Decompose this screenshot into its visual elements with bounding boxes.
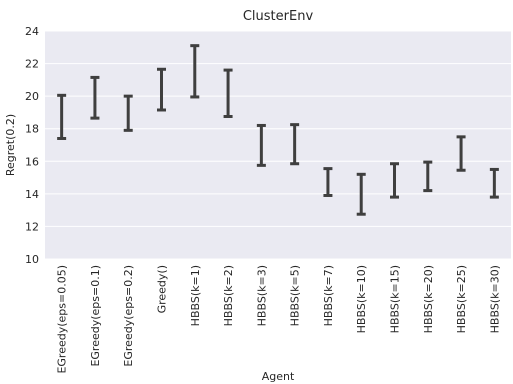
y-tick-label: 20 [25,90,39,103]
y-tick-label: 22 [25,58,39,71]
error-bars [57,44,499,216]
error-bar [157,67,166,112]
x-tick-label: HBBS(k=7) [322,265,335,326]
error-bar [190,44,200,99]
plot-area [45,31,511,259]
grid-lines [45,30,511,260]
error-bar [390,162,399,199]
x-tick-label: HBBS(k=1) [189,265,202,326]
x-tick-label: HBBS(k=15) [389,265,402,333]
y-tick-label: 16 [25,155,39,168]
error-bar [290,123,300,166]
error-bar [223,68,233,118]
x-tick-label: HBBS(k=3) [255,265,268,326]
error-bar [456,135,466,172]
error-bar [423,160,433,193]
y-tick-label: 18 [25,123,39,136]
x-tick-label: EGreedy(eps=0.2) [122,265,135,367]
x-tick-label: HBBS(k=2) [222,265,235,326]
x-tick-label: EGreedy(eps=0.1) [89,265,102,367]
y-tick-label: 14 [25,188,39,201]
x-tick-label: HBBS(k=5) [289,265,302,326]
x-tick-label: HBBS(k=20) [422,265,435,333]
x-axis-title: Agent [262,370,295,383]
x-tick-label: HBBS(k=10) [355,265,368,333]
x-tick-label: EGreedy(eps=0.05) [56,265,69,374]
error-bar [123,94,133,132]
error-bar [489,167,499,199]
error-bar [90,75,100,120]
x-tick-label: Greedy() [156,265,169,313]
x-tick-label: HBBS(k=25) [455,265,468,333]
error-bar [323,167,333,197]
error-bar [356,172,366,216]
y-axis-title: Regret(0.2) [4,114,17,176]
y-tick-labels: 10 12 14 16 18 20 22 24 [25,25,39,266]
x-tick-labels: EGreedy(eps=0.05) EGreedy(eps=0.1) EGreedy… [56,265,502,374]
error-bar [57,93,67,140]
error-bar [256,123,266,167]
x-tick-label: HBBS(k=30) [488,265,501,333]
y-tick-label: 24 [25,25,39,38]
y-tick-label: 10 [25,253,39,266]
chart-title: ClusterEnv [243,9,314,24]
y-tick-label: 12 [25,220,39,233]
